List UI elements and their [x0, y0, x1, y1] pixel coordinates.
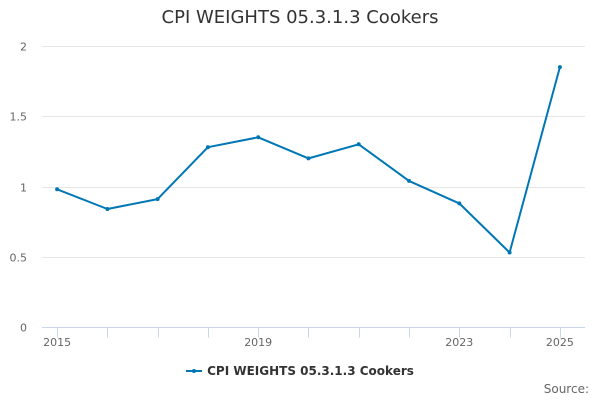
x-tick-label: 2023 — [445, 336, 473, 349]
legend-line-symbol — [186, 369, 203, 373]
legend-label: CPI WEIGHTS 05.3.1.3 Cookers — [207, 364, 414, 378]
x-axis-labels: 2015 2019 2023 2025 — [43, 336, 574, 349]
y-tick-label: 1.5 — [10, 111, 28, 124]
y-tick-label: 0.5 — [10, 252, 28, 265]
y-axis-labels: 0 0.5 1 1.5 2 — [10, 41, 28, 335]
data-point[interactable] — [306, 156, 311, 161]
data-point[interactable] — [256, 135, 261, 140]
legend-item[interactable]: CPI WEIGHTS 05.3.1.3 Cookers — [186, 364, 414, 378]
grid-lines — [42, 46, 585, 258]
y-tick-label: 2 — [20, 41, 27, 54]
data-point[interactable] — [55, 187, 60, 192]
legend: CPI WEIGHTS 05.3.1.3 Cookers — [0, 364, 600, 378]
data-point[interactable] — [105, 207, 110, 211]
y-tick-label: 1 — [20, 182, 27, 195]
data-point[interactable] — [507, 250, 512, 255]
y-tick-label: 0 — [20, 322, 27, 335]
series-group[interactable] — [55, 65, 562, 255]
x-tick-label: 2015 — [43, 336, 71, 349]
data-point[interactable] — [457, 201, 462, 206]
x-tick-label: 2019 — [244, 336, 272, 349]
source-credit-link[interactable]: Source: — [543, 382, 589, 396]
data-point[interactable] — [407, 178, 411, 183]
chart-title: CPI WEIGHTS 05.3.1.3 Cookers — [161, 7, 439, 28]
x-tick-label: 2025 — [546, 336, 574, 349]
data-point[interactable] — [557, 65, 562, 70]
data-point[interactable] — [155, 197, 160, 202]
data-point[interactable] — [356, 142, 361, 147]
x-axis — [42, 327, 585, 338]
data-point[interactable] — [205, 145, 210, 150]
